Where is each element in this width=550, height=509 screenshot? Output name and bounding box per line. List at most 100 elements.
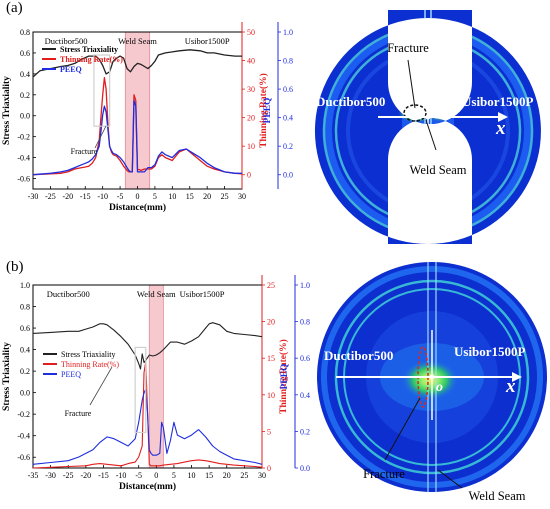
chart-a-y3-tick-label: 1.0	[283, 28, 293, 37]
chart-b-x-tick-label: -25	[63, 471, 74, 480]
chart-b-region-right: Usibor1500P	[180, 289, 225, 299]
chart-a-series-thinning-rate	[32, 77, 243, 176]
chart-b-y3-tick-label: 0.6	[300, 354, 310, 363]
chart-a-y3-tick-label: 0.2	[283, 142, 293, 151]
chart-b-y3-tick-label: 0.2	[300, 427, 310, 436]
chart-a-y3-tick-label: 0.6	[283, 85, 293, 94]
weld-label-b: Weld Seam	[469, 489, 526, 503]
chart-b-fracture-box	[134, 346, 147, 434]
chart-b-y-tick-label: 0.4	[20, 346, 30, 355]
chart-a-x-tick-label: 30	[238, 192, 246, 201]
panel-a-label: (a)	[6, 0, 23, 16]
chart-a-y2-tick-label: 10	[247, 142, 255, 151]
chart-a-fracture-pointer	[94, 125, 107, 149]
chart-b-x-tick-label: -20	[81, 471, 92, 480]
chart-a-y-tick-label: 0.6	[20, 49, 30, 58]
strain-hotspot-b	[402, 360, 458, 400]
x-axis-label-b: x	[505, 376, 516, 397]
chart-b-x-tick-label: 20	[223, 471, 231, 480]
chart-b-y3-tick-label: 0.0	[300, 464, 310, 473]
chart-a-y-tick-label: 0.8	[20, 28, 30, 37]
chart-a-y3-tick-label: 0.0	[283, 171, 293, 180]
chart-a-x-tick-label: 15	[186, 192, 194, 201]
chart-b-x-tick-label: -35	[28, 471, 39, 480]
chart-b-y-tick-label: 0.6	[20, 324, 30, 333]
chart-b-x-tick-label: 10	[188, 471, 196, 480]
chart-b-series-peeq	[32, 388, 263, 465]
chart-a-region-left: Ductibor500	[45, 36, 88, 46]
chart-b-y3-axis-label: PEEQ	[280, 364, 290, 390]
chart-a-x-tick-label: -15	[80, 192, 91, 201]
chart-a-legend-label: Stress Triaxiality	[60, 45, 118, 54]
chart-b-y2-tick-label: 5	[267, 427, 271, 436]
chart-b-fracture-pointer	[89, 366, 113, 406]
chart-a-y2-tick-label: 30	[247, 85, 255, 94]
chart-a-y-tick-label: 0.0	[20, 112, 30, 121]
chart-a-y2-tick-label: 50	[247, 28, 255, 37]
chart-b-y-tick-label: -0.6	[17, 453, 30, 462]
chart-a-y3-tick-label: 0.8	[283, 57, 293, 66]
chart-a-x-tick-label: -5	[117, 192, 124, 201]
chart-a-y3-axis-label: PEEQ	[263, 98, 273, 124]
chart-b-y-tick-label: -0.2	[17, 410, 30, 419]
chart-b-x-tick-label: 30	[258, 471, 266, 480]
chart-a-y-tick-label: -0.2	[17, 133, 30, 142]
chart-b-y2-tick-label: 15	[267, 354, 275, 363]
fracture-label-b: Fracture	[363, 467, 405, 481]
chart-b-y2-axis-label: Thinning Rate(%)	[278, 339, 289, 414]
chart-b-y-tick-label: 1.0	[20, 281, 30, 290]
chart-a-region-weld: Weld Seam	[118, 36, 157, 46]
chart-a-y-axis-label: Stress Triaxiality	[2, 76, 12, 145]
chart-a-series-stress-triaxiality	[32, 49, 242, 78]
chart-b-y-tick-label: 0.0	[20, 389, 30, 398]
chart-b-legend-label: PEEQ	[61, 370, 81, 379]
chart-a-x-tick-label: -20	[62, 192, 73, 201]
chart-a-x-axis-label: Distance(mm)	[109, 202, 166, 213]
chart-b-y2-tick-label: 25	[267, 281, 275, 290]
chart-a-x-tick-label: -25	[45, 192, 56, 201]
chart-b-fracture-label: Fracture	[65, 409, 92, 418]
chart-b-x-tick-label: 25	[240, 471, 248, 480]
chart-a-x-tick-label: 5	[153, 192, 157, 201]
chart-b-x-tick-label: 0	[154, 471, 158, 480]
chart-b-x-tick-label: 5	[172, 471, 176, 480]
chart-a-legend-label: Thinning Rate(%)	[60, 55, 123, 64]
chart-a-y-tick-label: -0.4	[17, 154, 30, 163]
chart-b-x-tick-label: -10	[116, 471, 127, 480]
chart-a-x-tick-label: 10	[168, 192, 176, 201]
chart-b-region-left: Ductibor500	[47, 289, 90, 299]
chart-a-y2-tick-label: 20	[247, 114, 255, 123]
origin-label-b: o	[436, 380, 443, 395]
x-axis-label-a: x	[495, 118, 506, 139]
material-right-a: Usibor1500P	[462, 94, 534, 109]
material-left-b: Ductibor500	[324, 348, 393, 363]
chart-b-y-tick-label: 0.8	[20, 303, 30, 312]
chart-b-x-tick-label: -5	[135, 471, 142, 480]
chart-b-x-tick-label: -30	[45, 471, 56, 480]
chart-a-y3-tick-label: 0.4	[283, 114, 293, 123]
chart-b-y3-tick-label: 0.4	[300, 391, 310, 400]
chart-a-y-tick-label: 0.2	[20, 91, 30, 100]
chart-a-x-tick-label: 0	[136, 192, 140, 201]
chart-b-legend-label: Thinning Rate(%)	[61, 360, 119, 369]
origin-label-a: o	[431, 120, 438, 135]
chart-a-x-tick-label: -10	[97, 192, 108, 201]
chart-a-region-right: Usibor1500P	[185, 36, 230, 46]
chart-a-y2-axis-label: Thinning Rate(%)	[258, 73, 269, 148]
material-left-a: Ductibor500	[316, 94, 385, 109]
chart-b-y2-tick-label: 10	[267, 391, 275, 400]
chart-a-y2-tick-label: 40	[247, 57, 255, 66]
chart-a-x-tick-label: -30	[28, 192, 39, 201]
chart-b-y3-tick-label: 0.8	[300, 318, 310, 327]
chart-a-fracture-label: Fracture	[71, 147, 98, 156]
chart-b-y2-tick-label: 20	[267, 318, 275, 327]
material-right-b: Usibor1500P	[454, 344, 526, 359]
chart-b-legend-label: Stress Triaxiality	[61, 350, 115, 359]
chart-a-y-tick-label: -0.6	[17, 175, 30, 184]
chart-b-y-tick-label: -0.4	[17, 432, 30, 441]
